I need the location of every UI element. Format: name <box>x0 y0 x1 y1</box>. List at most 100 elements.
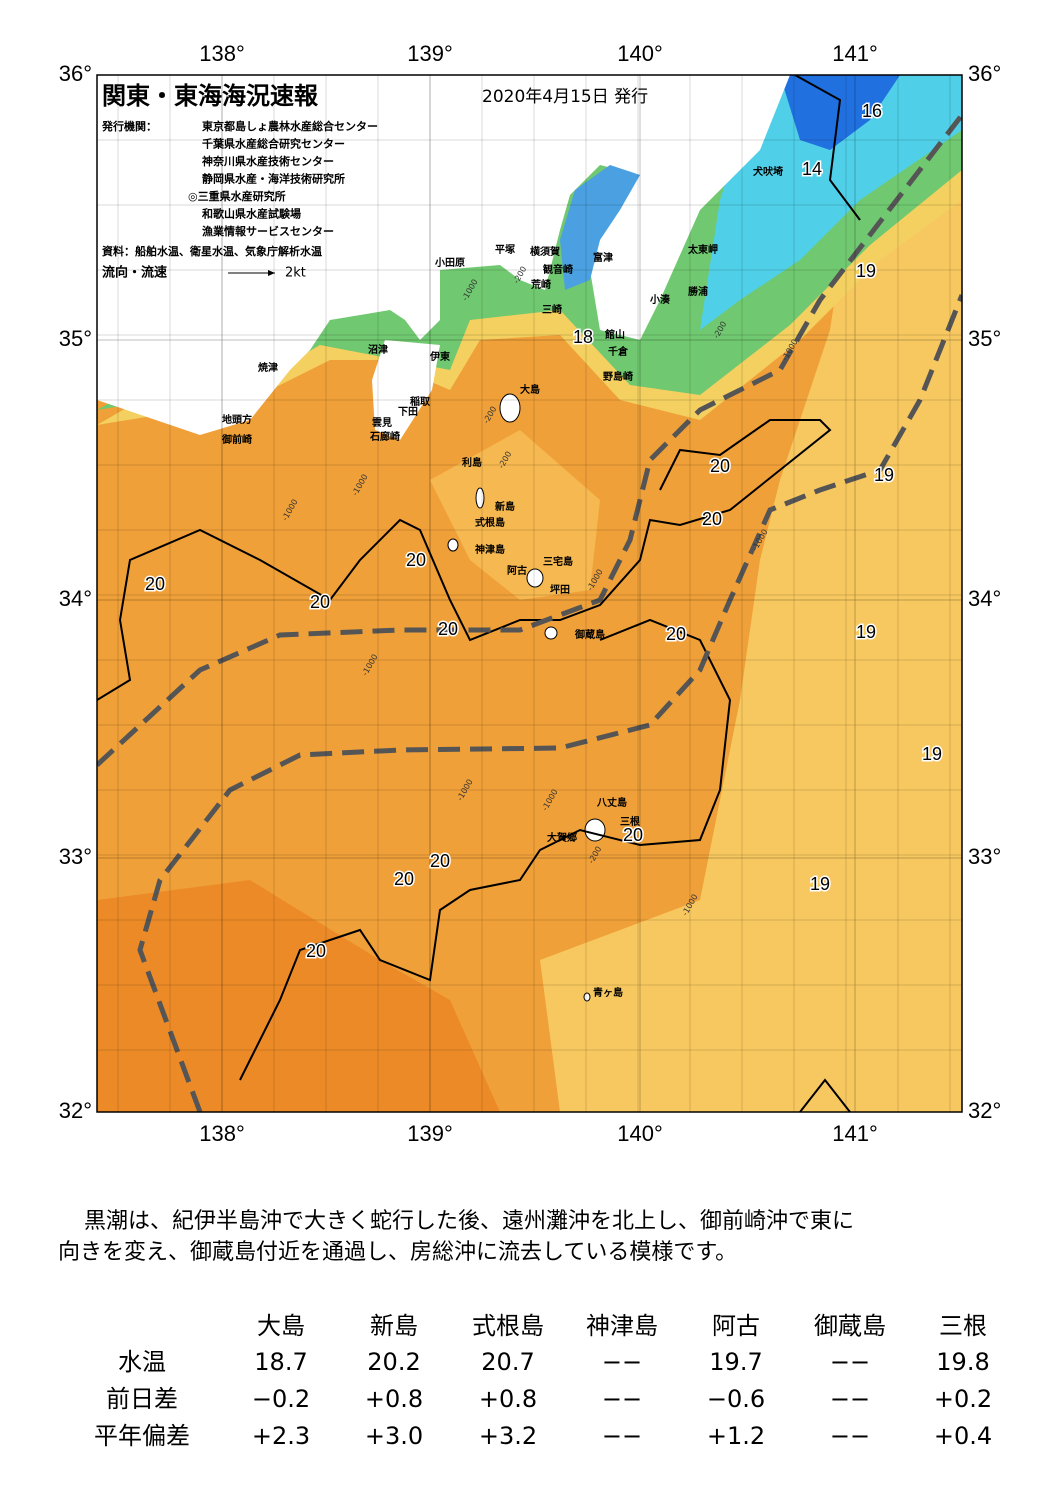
isotherm-label: 16 <box>862 101 882 121</box>
island <box>583 992 591 1002</box>
map-title: 関東・東海海況速報 <box>102 82 319 110</box>
issuer: 和歌山県水産試験場 <box>202 207 301 221</box>
table-cell: −− <box>830 1348 870 1376</box>
table-cell: 20.2 <box>367 1348 420 1376</box>
place-name: 阿古 <box>507 564 527 577</box>
isotherm <box>239 618 732 1081</box>
isotherm-label: 19 <box>922 744 942 764</box>
kuroshio <box>97 113 962 1112</box>
issuer: 静岡県水産・海洋技術研究所 <box>202 172 345 186</box>
place-name: 御蔵島 <box>574 628 605 641</box>
island <box>499 393 521 423</box>
place-name: 勝浦 <box>688 285 708 298</box>
table-cell: −− <box>830 1385 870 1413</box>
place-name: 新島 <box>495 500 515 513</box>
isotherm-label: 20 <box>702 509 722 529</box>
issuer: 漁業情報サービスセンター <box>202 224 334 238</box>
place-name: 荒崎 <box>530 278 551 291</box>
place-name: 観音崎 <box>543 263 573 276</box>
isotherm-label: 20 <box>710 456 730 476</box>
lat-label: 35° <box>59 326 92 351</box>
place-name: 三根 <box>620 815 640 828</box>
place-name: 大島 <box>520 383 540 396</box>
izu-peninsula <box>372 340 440 440</box>
kuroshio-edge <box>97 113 962 767</box>
table-cell: +0.8 <box>365 1385 423 1413</box>
table-header: 阿古 <box>712 1312 760 1340</box>
isotherm-label: 19 <box>874 465 894 485</box>
sea-cold <box>700 75 962 330</box>
issue-date: 2020年4月15日 発行 <box>482 87 648 107</box>
map-frame <box>96 74 963 1113</box>
summary-line: 黒潮は、紀伊半島沖で大きく蛇行した後、遠州灘沖を北上し、御前崎沖で東に <box>62 1209 854 1234</box>
table-cell: 19.7 <box>709 1348 762 1376</box>
table-cell: +2.3 <box>252 1422 310 1450</box>
table-cell: −− <box>602 1348 642 1376</box>
graticule <box>97 75 962 1112</box>
island <box>584 818 606 842</box>
place-name: 雲見 <box>372 417 392 429</box>
lon-label: 139° <box>407 1121 453 1146</box>
lon-label: 138° <box>199 1121 245 1146</box>
isotherm-label: 19 <box>810 874 830 894</box>
lat-label: 32° <box>59 1098 92 1123</box>
lon-label: 140° <box>617 41 663 66</box>
place-name: 青ヶ島 <box>593 986 623 999</box>
issuer: 神奈川県水産技術センター <box>202 154 334 168</box>
issuer: 東京都島しょ農林水産総合センター <box>202 119 378 133</box>
table-cell: −0.2 <box>252 1385 310 1413</box>
table-cell: 20.7 <box>481 1348 534 1376</box>
place-name: 下田 <box>398 406 418 418</box>
island <box>475 487 485 509</box>
issuer: 千葉県水産総合研究センター <box>202 137 345 151</box>
lat-label: 35° <box>968 326 1001 351</box>
isotherm-label: 18 <box>573 327 593 347</box>
lon-label: 140° <box>617 1121 663 1146</box>
place-name: 御前崎 <box>221 433 252 446</box>
place-name: 坪田 <box>550 583 570 596</box>
isotherm-label: 20 <box>306 941 326 961</box>
place-name: 太東岬 <box>687 243 718 256</box>
place-name: 式根島 <box>475 516 505 529</box>
table-cell: +0.2 <box>934 1385 992 1413</box>
isotherm-label: 20 <box>394 869 414 889</box>
place-name: 三宅島 <box>543 555 573 568</box>
table-header: 式根島 <box>472 1312 544 1340</box>
issuer-label: 発行機関： <box>101 119 157 133</box>
place-name: 焼津 <box>258 361 278 374</box>
isotherm-label: 19 <box>856 622 876 642</box>
lon-label: 139° <box>407 41 453 66</box>
lat-label: 36° <box>59 61 92 86</box>
legend-arrowhead <box>268 270 275 276</box>
table-cell: +3.2 <box>479 1422 537 1450</box>
place-name: 小田原 <box>434 256 465 269</box>
table-header: 神津島 <box>586 1312 658 1340</box>
table-cell: +0.4 <box>934 1422 992 1450</box>
lat-label: 33° <box>968 844 1001 869</box>
isotherm-label: 20 <box>438 619 458 639</box>
isotherm-label: 20 <box>666 624 686 644</box>
table-cell: +3.0 <box>365 1422 423 1450</box>
map <box>97 75 962 1112</box>
place-name: 富津 <box>593 251 613 264</box>
isotherm-label: 20 <box>310 592 330 612</box>
isotherm-label: 20 <box>406 550 426 570</box>
lon-label: 141° <box>832 1121 878 1146</box>
place-name: 地頭方 <box>222 413 252 426</box>
lon-label: 141° <box>832 41 878 66</box>
legend-scale: 2kt <box>285 266 306 281</box>
place-name: 犬吠埼 <box>753 165 783 178</box>
table-header: 三根 <box>939 1312 987 1340</box>
table-cell: +0.8 <box>479 1385 537 1413</box>
place-name: 大賀郷 <box>547 831 577 844</box>
row-label: 前日差 <box>106 1385 178 1413</box>
isotherm-label: 20 <box>145 574 165 594</box>
place-name: 千倉 <box>608 345 629 358</box>
sea-cool <box>430 430 600 600</box>
lat-label: 33° <box>59 844 92 869</box>
sea-cool <box>540 75 962 1112</box>
row-label: 水温 <box>118 1348 166 1376</box>
place-name: 小湊 <box>649 293 671 306</box>
